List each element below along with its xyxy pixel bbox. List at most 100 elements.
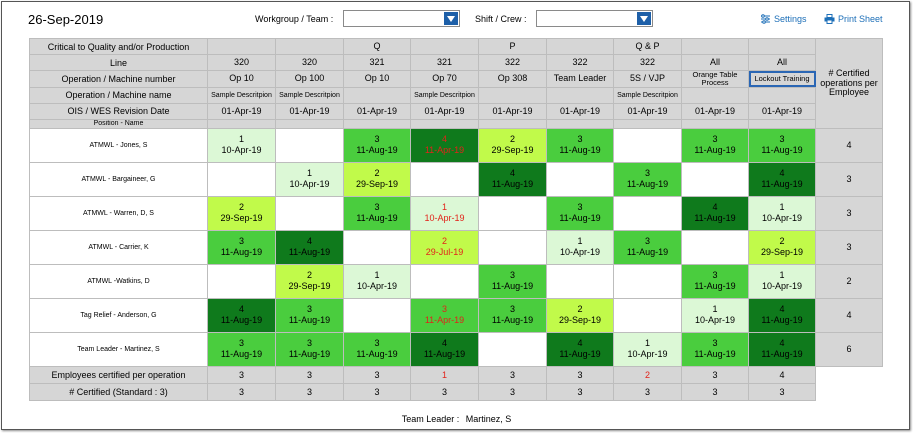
certification-cell[interactable]: 4 11-Apr-19 xyxy=(410,127,479,163)
certification-cell[interactable]: 3 11-Aug-19 xyxy=(343,331,411,367)
empty-cell[interactable] xyxy=(478,195,547,231)
empty-cell[interactable] xyxy=(681,161,749,197)
certification-cell[interactable]: 3 11-Aug-19 xyxy=(748,127,816,163)
certification-cell[interactable]: 3 11-Aug-19 xyxy=(681,331,749,367)
certification-cell[interactable]: 2 29-Sep-19 xyxy=(207,195,276,231)
empty-cell[interactable] xyxy=(613,195,682,231)
certification-cell[interactable]: 4 11-Aug-19 xyxy=(681,195,749,231)
certification-cell[interactable]: 3 11-Aug-19 xyxy=(343,127,411,163)
position-spacer-cell xyxy=(478,118,547,129)
certification-cell[interactable]: 4 11-Aug-19 xyxy=(748,161,816,197)
line-header-cell: All xyxy=(748,54,816,71)
certification-cell[interactable]: 2 29-Sep-19 xyxy=(343,161,411,197)
certification-cell[interactable]: 4 11-Aug-19 xyxy=(478,161,547,197)
print-sheet-link[interactable]: Print Sheet xyxy=(824,14,883,24)
footer-value: 1 xyxy=(410,365,479,384)
certification-cell[interactable]: 3 11-Aug-19 xyxy=(681,263,749,299)
certification-cell[interactable]: 3 11-Aug-19 xyxy=(613,161,682,197)
certification-cell[interactable]: 1 10-Apr-19 xyxy=(681,297,749,333)
empty-cell[interactable] xyxy=(478,331,547,367)
skill-level: 4 xyxy=(779,304,785,315)
operation-number-header-cell[interactable]: Op 70 xyxy=(410,70,479,88)
empty-cell[interactable] xyxy=(275,195,344,231)
shift-select[interactable] xyxy=(536,10,653,27)
certification-cell[interactable]: 2 29-Jul-19 xyxy=(410,229,479,265)
operation-number-header-cell[interactable]: Orange Table Process xyxy=(681,70,749,88)
certification-cell[interactable]: 1 10-Apr-19 xyxy=(546,229,614,265)
empty-cell[interactable] xyxy=(546,263,614,299)
empty-cell[interactable] xyxy=(343,297,411,333)
empty-cell[interactable] xyxy=(478,229,547,265)
ois-date-header-cell: 01-Apr-19 xyxy=(613,102,682,120)
employee-name: ATMWL - Carrier, K xyxy=(29,229,208,265)
certification-cell[interactable]: 1 10-Apr-19 xyxy=(748,263,816,299)
certification-cell[interactable]: 4 11-Aug-19 xyxy=(275,229,344,265)
skill-level: 3 xyxy=(577,202,583,213)
empty-cell[interactable] xyxy=(546,161,614,197)
certification-cell[interactable]: 3 11-Aug-19 xyxy=(478,297,547,333)
skill-level: 3 xyxy=(577,134,583,145)
certification-cell[interactable]: 3 11-Aug-19 xyxy=(207,331,276,367)
certification-cell[interactable]: 4 11-Aug-19 xyxy=(207,297,276,333)
operation-number-header-cell[interactable]: 5S / VJP xyxy=(613,70,682,88)
certification-cell[interactable]: 3 11-Apr-19 xyxy=(410,297,479,333)
empty-cell[interactable] xyxy=(613,127,682,163)
empty-cell[interactable] xyxy=(613,263,682,299)
employee-name: ATMWL - Warren, D, S xyxy=(29,195,208,231)
operation-number-header-cell[interactable]: Op 10 xyxy=(207,70,276,88)
operation-number-header-cell[interactable]: Team Leader xyxy=(546,70,614,88)
certification-cell[interactable]: 3 11-Aug-19 xyxy=(681,127,749,163)
empty-cell[interactable] xyxy=(681,229,749,265)
certification-cell[interactable]: 1 10-Apr-19 xyxy=(613,331,682,367)
certification-cell[interactable]: 4 11-Aug-19 xyxy=(748,331,816,367)
certification-cell[interactable]: 2 29-Sep-19 xyxy=(478,127,547,163)
workgroup-select[interactable] xyxy=(343,10,460,27)
footer-label: # Certified (Standard : 3) xyxy=(29,382,208,401)
ois-date-header-cell: 01-Apr-19 xyxy=(478,102,547,120)
ctq-header-cell xyxy=(275,38,344,55)
empty-cell[interactable] xyxy=(410,161,479,197)
skill-level: 3 xyxy=(238,236,244,247)
empty-cell[interactable] xyxy=(207,161,276,197)
certification-cell[interactable]: 3 11-Aug-19 xyxy=(613,229,682,265)
settings-link[interactable]: Settings xyxy=(760,14,807,24)
certified-count: 3 xyxy=(815,161,883,197)
certification-cell[interactable]: 3 11-Aug-19 xyxy=(478,263,547,299)
operation-number-header-cell[interactable]: Op 100 xyxy=(275,70,344,88)
chevron-down-icon[interactable] xyxy=(637,12,651,25)
certification-cell[interactable]: 2 29-Sep-19 xyxy=(275,263,344,299)
certification-cell[interactable]: 3 11-Aug-19 xyxy=(343,195,411,231)
certification-cell[interactable]: 3 11-Aug-19 xyxy=(546,195,614,231)
certification-cell[interactable]: 1 10-Apr-19 xyxy=(748,195,816,231)
skill-level: 4 xyxy=(306,236,312,247)
certification-cell[interactable]: 3 11-Aug-19 xyxy=(207,229,276,265)
certification-cell[interactable]: 1 10-Apr-19 xyxy=(275,161,344,197)
empty-cell[interactable] xyxy=(343,229,411,265)
certification-cell[interactable]: 1 10-Apr-19 xyxy=(343,263,411,299)
empty-cell[interactable] xyxy=(613,297,682,333)
position-spacer-cell xyxy=(681,118,749,129)
certification-cell[interactable]: 1 10-Apr-19 xyxy=(207,127,276,163)
team-leader-name: Martinez, S xyxy=(465,414,512,424)
certification-cell[interactable]: 4 11-Aug-19 xyxy=(748,297,816,333)
skill-level: 2 xyxy=(238,202,244,213)
certification-date: 11-Aug-19 xyxy=(626,179,669,190)
certification-cell[interactable]: 3 11-Aug-19 xyxy=(275,331,344,367)
certification-cell[interactable]: 4 11-Aug-19 xyxy=(410,331,479,367)
certification-cell[interactable]: 3 11-Aug-19 xyxy=(275,297,344,333)
skill-level: 4 xyxy=(779,338,785,349)
empty-cell[interactable] xyxy=(207,263,276,299)
operation-number-header-cell[interactable]: Lockout Training xyxy=(748,70,816,88)
certification-cell[interactable]: 3 11-Aug-19 xyxy=(546,127,614,163)
empty-cell[interactable] xyxy=(275,127,344,163)
line-header-label: Line xyxy=(29,54,208,71)
certification-date: 11-Aug-19 xyxy=(761,179,803,190)
certification-cell[interactable]: 1 10-Apr-19 xyxy=(410,195,479,231)
operation-number-header-cell[interactable]: Op 308 xyxy=(478,70,547,88)
certification-cell[interactable]: 2 29-Sep-19 xyxy=(546,297,614,333)
chevron-down-icon[interactable] xyxy=(444,12,458,25)
certification-cell[interactable]: 4 11-Aug-19 xyxy=(546,331,614,367)
operation-number-header-cell[interactable]: Op 10 xyxy=(343,70,411,88)
empty-cell[interactable] xyxy=(410,263,479,299)
certification-cell[interactable]: 2 29-Sep-19 xyxy=(748,229,816,265)
